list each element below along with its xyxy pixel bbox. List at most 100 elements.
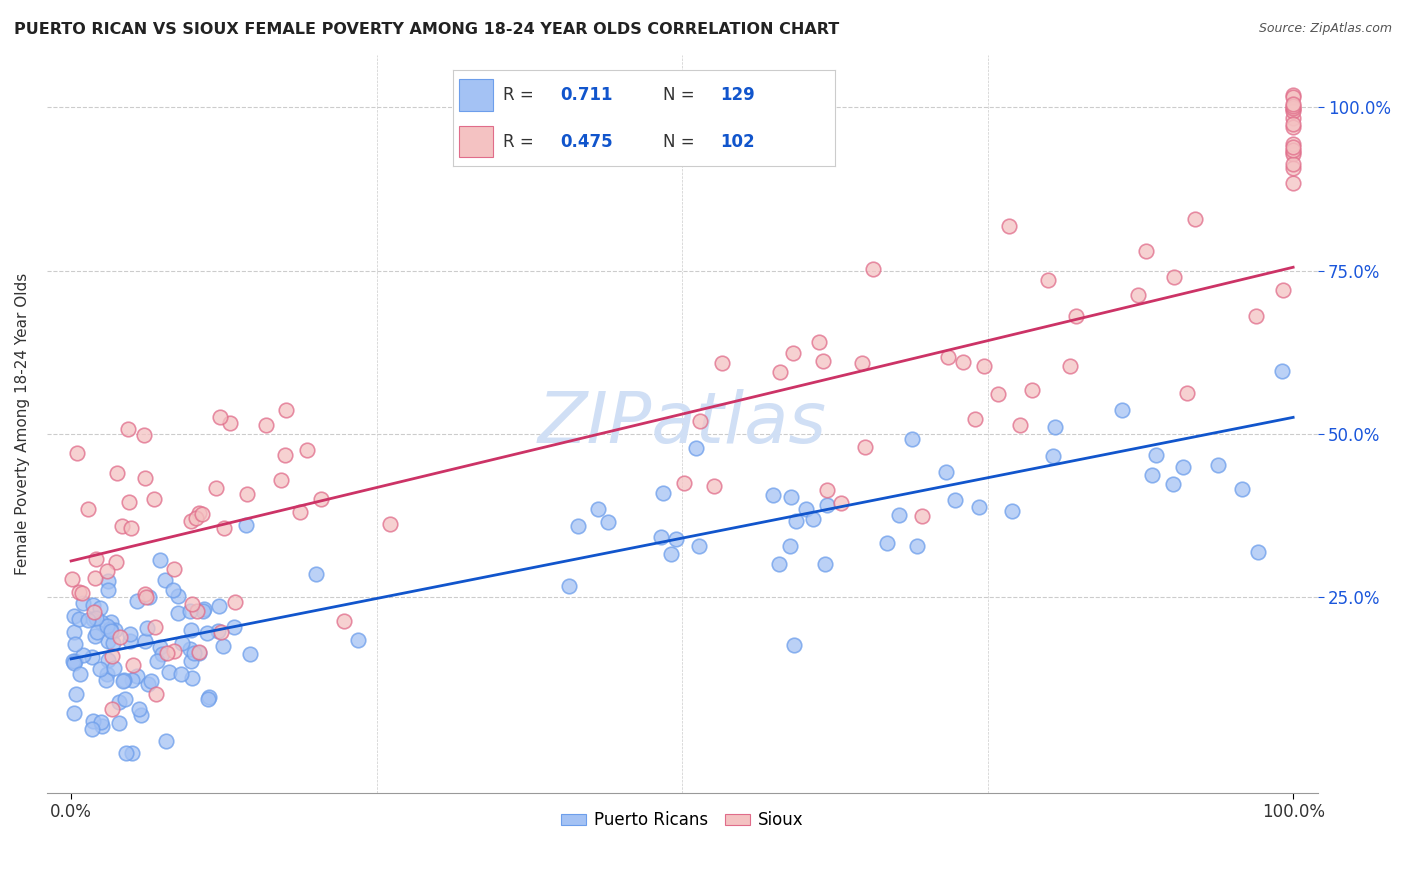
Point [1038,273,1060,287]
Point [114,692,136,706]
Point [1282,102,1305,116]
Point [181,597,204,611]
Point [197,692,219,706]
Point [769,365,792,379]
Point [155,734,177,748]
Point [112,673,135,687]
Point [98,622,121,636]
Point [112,674,135,689]
Point [205,482,228,496]
Point [1021,384,1043,398]
Point [198,690,221,704]
Point [72,596,94,610]
Point [139,673,162,688]
Point [162,583,184,598]
Point [179,642,201,657]
Point [207,599,229,613]
Text: Source: ZipAtlas.com: Source: ZipAtlas.com [1258,22,1392,36]
Point [1175,385,1198,400]
Point [295,442,318,457]
Point [911,509,934,524]
Point [567,518,589,533]
Point [212,521,235,535]
Point [1282,120,1305,134]
Point [97,574,120,589]
Point [596,515,619,529]
Point [117,422,139,436]
Point [184,511,207,525]
Point [811,353,834,368]
Point [1184,211,1206,226]
Point [118,634,141,648]
Point [952,354,974,368]
Point [224,620,246,634]
Point [236,486,259,500]
Point [63,637,86,651]
Point [86,611,108,625]
Point [100,615,122,630]
Point [1282,97,1305,112]
Point [207,624,229,638]
Point [1244,309,1267,323]
Point [1282,99,1305,113]
Point [689,414,711,428]
Point [191,507,214,521]
Point [180,623,202,637]
Point [239,647,262,661]
Point [83,605,105,619]
Point [66,446,89,460]
Point [132,428,155,442]
Point [209,624,232,639]
Point [180,514,202,528]
Point [80,722,103,736]
Point [167,589,190,603]
Point [235,517,257,532]
Point [170,667,193,681]
Point [945,492,967,507]
Point [134,471,156,485]
Point [149,640,172,654]
Point [96,618,118,632]
Point [665,532,688,546]
Point [905,539,928,553]
Point [157,665,180,679]
Point [89,662,111,676]
Point [89,600,111,615]
Point [90,615,112,629]
Point [77,613,100,627]
Point [100,624,122,638]
Point [104,624,127,638]
Point [1043,420,1066,434]
Point [103,660,125,674]
Text: ZIPatlas: ZIPatlas [537,390,827,458]
Point [936,350,959,364]
Point [96,667,118,681]
Point [138,591,160,605]
Point [801,512,824,526]
Point [97,652,120,666]
Point [105,466,128,480]
Point [67,611,90,625]
Point [187,507,209,521]
Point [1282,147,1305,161]
Point [1111,403,1133,417]
Point [1282,117,1305,131]
Y-axis label: Female Poverty Among 18-24 Year Olds: Female Poverty Among 18-24 Year Olds [15,273,30,575]
Point [150,647,173,661]
Point [889,508,911,522]
Point [167,606,190,620]
Point [136,621,159,635]
Point [208,410,231,425]
Point [128,701,150,715]
Point [108,695,131,709]
Point [82,714,104,729]
Point [1126,288,1149,302]
Point [179,654,201,668]
Point [136,677,159,691]
Point [120,626,142,640]
Point [853,440,876,454]
Point [1282,145,1305,159]
Point [82,599,104,613]
Point [82,611,104,625]
Point [62,654,84,668]
